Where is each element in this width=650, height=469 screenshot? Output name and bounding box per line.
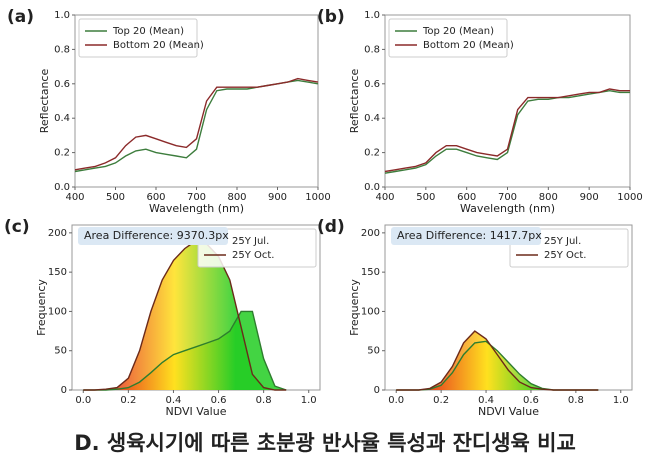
x-tick-label: 800: [539, 192, 558, 203]
series-line: [396, 330, 599, 391]
x-tick-label: 600: [457, 192, 476, 203]
series-line: [384, 88, 630, 173]
series-line: [83, 239, 287, 391]
x-tick-label: 0.0: [388, 395, 404, 406]
y-tick-label: 200: [361, 228, 380, 239]
x-axis-label: Wavelength (nm): [460, 202, 555, 215]
panel-label: (a): [7, 7, 34, 27]
panel-label: (d): [317, 217, 345, 237]
x-tick-label: 1000: [617, 192, 642, 203]
x-tick-label: 1000: [305, 192, 330, 203]
x-axis-label: Wavelength (nm): [149, 202, 244, 215]
legend-label: Top 20 (Mean): [422, 26, 494, 37]
y-tick-label: 50: [367, 346, 380, 357]
y-tick-label: 50: [54, 346, 67, 357]
legend-box: [388, 18, 508, 58]
y-axis-label: Frequency: [348, 279, 361, 336]
series-line: [384, 89, 630, 174]
y-tick-label: 0.8: [54, 44, 70, 55]
y-axis-label: Reflectance: [38, 69, 51, 134]
y-tick-label: 150: [361, 267, 380, 278]
chart: (b) 400 500 600 700 800 900 1000 0.0 0.2 0.4 0.6 0.8…: [317, 7, 643, 215]
area-fill: [396, 331, 599, 390]
x-tick-label: 1.0: [301, 395, 317, 406]
y-tick-label: 0.4: [54, 113, 70, 124]
y-tick-label: 0.6: [364, 79, 380, 90]
x-tick-label: 900: [268, 192, 287, 203]
y-tick-label: 0.8: [364, 44, 380, 55]
x-tick-label: 0.0: [75, 395, 91, 406]
x-tick-label: 1.0: [613, 395, 629, 406]
annotation-box: [391, 227, 541, 245]
legend-label: Bottom 20 (Mean): [113, 40, 204, 51]
chart: (d) 0.0 0.2 0.4 0.6 0.8 1.0 0 50 100 150 200 NDVI Va…: [317, 217, 633, 418]
panel-label: (b): [317, 7, 345, 27]
series-line: [83, 310, 287, 391]
x-axis-label: NDVI Value: [478, 405, 539, 418]
y-tick-label: 0: [374, 385, 380, 396]
legend-label: Bottom 20 (Mean): [423, 40, 514, 51]
legend-box: [78, 18, 198, 58]
x-axis-label: NDVI Value: [166, 405, 227, 418]
y-tick-label: 150: [48, 267, 67, 278]
x-tick-label: 0.8: [256, 395, 272, 406]
series-line: [74, 79, 319, 173]
y-tick-label: 0.0: [364, 182, 380, 193]
x-tick-label: 700: [498, 192, 517, 203]
chart: (a) 400 500 600 700 800 900 1000 0.0 0.2 0.4 0.6 0.8…: [7, 7, 331, 215]
y-tick-label: 100: [48, 306, 67, 317]
y-tick-label: 0.6: [54, 79, 70, 90]
y-tick-label: 0.2: [364, 148, 380, 159]
legend-label: Top 20 (Mean): [112, 26, 184, 37]
x-tick-label: 0.4: [166, 395, 182, 406]
legend-label: 25Y Oct.: [544, 250, 586, 261]
x-tick-label: 0.6: [211, 395, 227, 406]
x-tick-label: 900: [580, 192, 599, 203]
panel-label: (c): [4, 217, 30, 237]
legend-label: 25Y Jul.: [544, 236, 581, 247]
x-tick-label: 600: [146, 192, 165, 203]
legend-label: 25Y Jul.: [232, 236, 269, 247]
x-tick-label: 700: [187, 192, 206, 203]
annotation: Area Difference: 1417.7px: [397, 229, 542, 242]
x-tick-label: 400: [65, 192, 84, 203]
y-axis-label: Frequency: [35, 279, 48, 336]
legend-label: 25Y Oct.: [232, 250, 274, 261]
x-tick-label: 0.4: [478, 395, 494, 406]
x-tick-label: 500: [106, 192, 125, 203]
x-tick-label: 0.6: [523, 395, 539, 406]
chart: (c) 0.0 0.2 0.4 0.6 0.8 1.0 0 50 100 150 200 NDVI Va…: [4, 217, 321, 418]
series-line: [74, 77, 319, 171]
x-tick-label: 0.8: [568, 395, 584, 406]
annotation: Area Difference: 9370.3px: [84, 229, 229, 242]
y-tick-label: 0.0: [54, 182, 70, 193]
area-fill: [83, 240, 287, 390]
y-tick-label: 1.0: [54, 10, 70, 21]
x-tick-label: 800: [227, 192, 246, 203]
x-tick-label: 0.2: [433, 395, 449, 406]
y-tick-label: 100: [361, 306, 380, 317]
x-tick-label: 400: [375, 192, 394, 203]
y-axis-label: Reflectance: [348, 69, 361, 134]
x-tick-label: 0.2: [120, 395, 136, 406]
annotation-box: [78, 227, 228, 245]
y-tick-label: 200: [48, 228, 67, 239]
y-tick-label: 0.4: [364, 113, 380, 124]
y-tick-label: 0.2: [54, 148, 70, 159]
x-tick-label: 500: [416, 192, 435, 203]
y-tick-label: 0: [61, 385, 67, 396]
y-tick-label: 1.0: [364, 10, 380, 21]
caption: D. 생육시기에 따른 초분광 반사율 특성과 잔디생육 비교: [74, 431, 576, 455]
